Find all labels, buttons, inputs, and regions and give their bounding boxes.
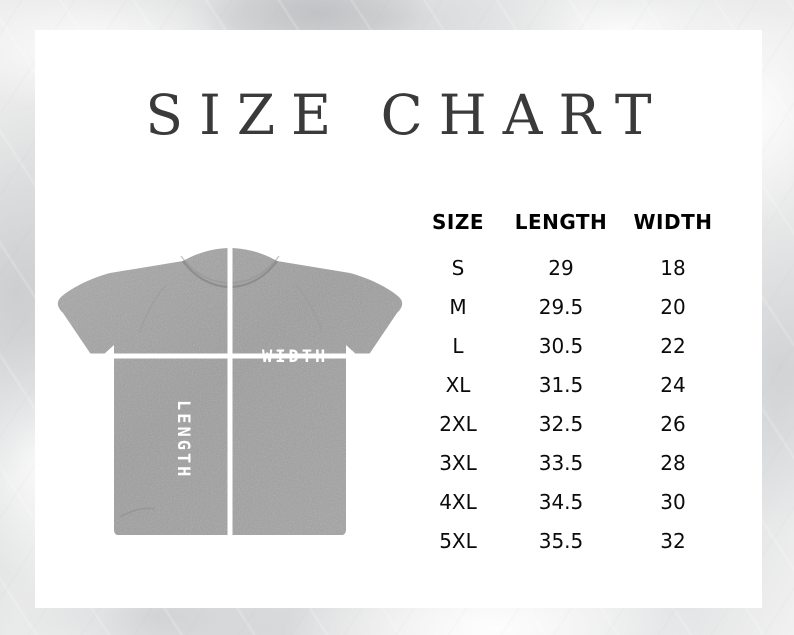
table-row: 5XL 35.5 32 bbox=[415, 529, 725, 568]
length-measure-label: LENGTH bbox=[173, 400, 193, 480]
cell-length: 33.5 bbox=[538, 451, 584, 475]
column-header-size: SIZE bbox=[431, 210, 484, 234]
cell-size: L bbox=[452, 334, 464, 358]
table-row: L 30.5 22 bbox=[415, 334, 725, 373]
table-row: 4XL 34.5 30 bbox=[415, 490, 725, 529]
shoulder-fold-right bbox=[295, 284, 323, 334]
cell-size: XL bbox=[445, 373, 471, 397]
cell-size: M bbox=[449, 295, 467, 319]
cell-width: 22 bbox=[660, 334, 686, 358]
table-header-row: SIZE LENGTH WIDTH bbox=[415, 210, 725, 256]
cell-size: 3XL bbox=[439, 451, 477, 475]
cell-length: 35.5 bbox=[538, 529, 584, 553]
table-row: 2XL 32.5 26 bbox=[415, 412, 725, 451]
table-row: 3XL 33.5 28 bbox=[415, 451, 725, 490]
tshirt-illustration: WIDTH LENGTH bbox=[50, 225, 410, 535]
cell-size: 2XL bbox=[439, 412, 477, 436]
cell-length: 29.5 bbox=[538, 295, 584, 319]
cell-width: 20 bbox=[660, 295, 686, 319]
column-header-width: WIDTH bbox=[633, 210, 713, 234]
cell-width: 18 bbox=[660, 256, 686, 280]
table-row: S 29 18 bbox=[415, 256, 725, 295]
size-chart-card: SIZE CHART bbox=[35, 30, 762, 608]
cell-width: 28 bbox=[660, 451, 686, 475]
table-row: XL 31.5 24 bbox=[415, 373, 725, 412]
shoulder-fold-left bbox=[139, 284, 167, 334]
cell-width: 32 bbox=[660, 529, 686, 553]
cell-length: 31.5 bbox=[538, 373, 584, 397]
page-title: SIZE CHART bbox=[145, 83, 668, 147]
column-header-length: LENGTH bbox=[514, 210, 608, 234]
cell-length: 34.5 bbox=[538, 490, 584, 514]
cell-size: 5XL bbox=[439, 529, 477, 553]
size-table: SIZE LENGTH WIDTH S 29 18 M 29.5 20 L 30… bbox=[415, 210, 725, 568]
hem-fold bbox=[119, 507, 155, 518]
cell-width: 30 bbox=[660, 490, 686, 514]
table-row: M 29.5 20 bbox=[415, 295, 725, 334]
cell-width: 26 bbox=[660, 412, 686, 436]
cell-length: 29 bbox=[548, 256, 574, 280]
cell-size: 4XL bbox=[439, 490, 477, 514]
tshirt-graphic bbox=[57, 239, 403, 535]
cell-width: 24 bbox=[660, 373, 686, 397]
cell-length: 32.5 bbox=[538, 412, 584, 436]
cell-size: S bbox=[451, 256, 465, 280]
cell-length: 30.5 bbox=[538, 334, 584, 358]
width-measure-label: WIDTH bbox=[262, 347, 329, 367]
